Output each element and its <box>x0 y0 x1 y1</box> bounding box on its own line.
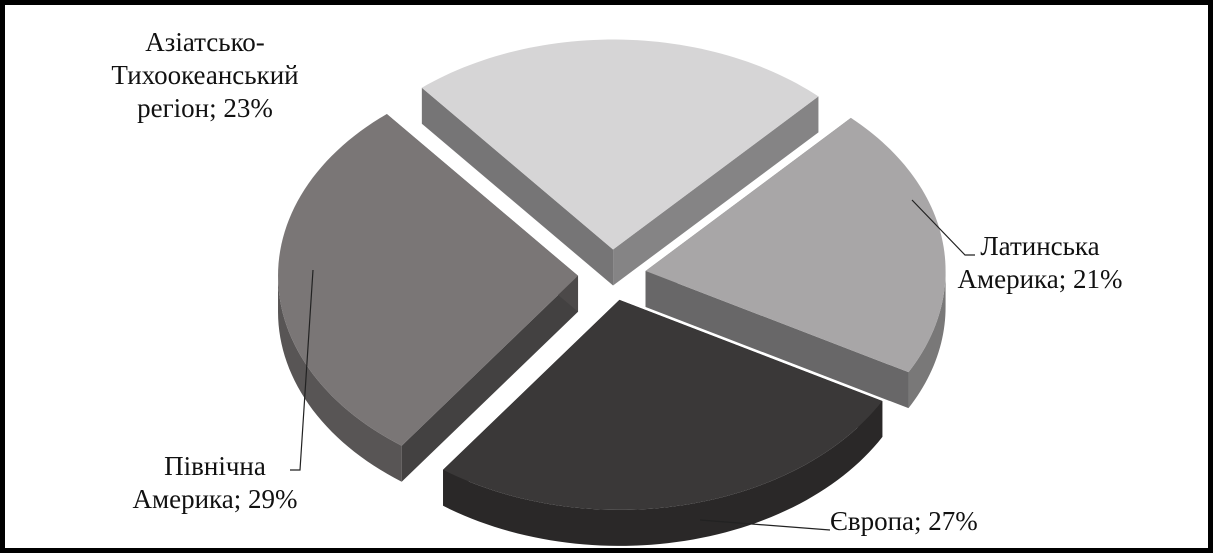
slice-1 <box>645 117 946 409</box>
label-latin-america: Латинська Америка; 21% <box>935 230 1145 296</box>
label-north-america-line-2: Америка; 29% <box>132 484 298 514</box>
slice-3 <box>443 299 883 546</box>
slice-top <box>443 299 883 510</box>
slice-wall <box>421 87 614 286</box>
slice-wall <box>645 271 909 409</box>
leader-north-america <box>290 269 314 471</box>
slice-top <box>645 117 946 373</box>
label-north-america-line-1: Північна <box>164 451 266 481</box>
slice-side <box>908 270 946 409</box>
label-north-america: Північна Америка; 29% <box>110 450 320 516</box>
slice-wall <box>613 96 819 286</box>
slice-top <box>421 39 819 250</box>
slice-side <box>443 401 883 546</box>
label-europe: Європа; 27% <box>830 505 1030 538</box>
label-asia-pacific-line-3: регіон; 23% <box>137 93 273 123</box>
label-asia-pacific-line-2: Тихоокеанський <box>111 60 299 90</box>
slice-wall <box>401 275 579 482</box>
label-latin-america-line-2: Америка; 21% <box>957 264 1123 294</box>
slice-2 <box>278 113 579 482</box>
slice-top <box>278 113 579 446</box>
label-europe-line-1: Європа; 27% <box>830 506 978 536</box>
slice-side <box>278 276 402 482</box>
leader-europe <box>699 519 831 531</box>
slice-0 <box>421 39 819 286</box>
label-asia-pacific: Азіатсько- Тихоокеанський регіон; 23% <box>70 26 340 125</box>
label-latin-america-line-1: Латинська <box>980 231 1100 261</box>
leader-latin-america <box>911 199 975 256</box>
label-asia-pacific-line-1: Азіатсько- <box>145 27 265 57</box>
